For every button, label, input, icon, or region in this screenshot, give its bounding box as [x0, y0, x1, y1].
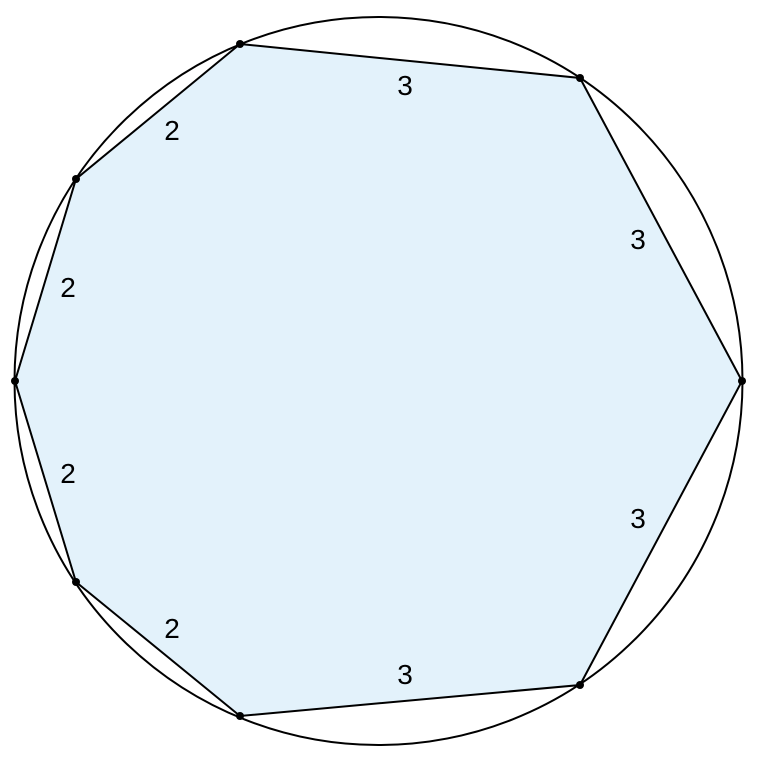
edge-label-upper-left-side: 2 [60, 272, 76, 303]
vertex-8 [72, 175, 80, 183]
edge-label-lower-left-side: 2 [60, 458, 76, 489]
edge-label-top: 3 [397, 70, 413, 101]
edge-label-lower-left-bottom: 2 [164, 613, 180, 644]
vertex-6 [72, 578, 80, 586]
edge-label-upper-right: 3 [630, 224, 646, 255]
edge-label-bottom: 3 [397, 659, 413, 690]
vertex-1 [236, 40, 244, 48]
vertex-7 [11, 377, 19, 385]
edge-label-upper-left-top: 2 [164, 115, 180, 146]
octagon-shape [13, 42, 744, 718]
vertex-4 [576, 681, 584, 689]
vertex-2 [576, 74, 584, 82]
vertex-3 [738, 377, 746, 385]
vertex-5 [236, 712, 244, 720]
vertices [11, 40, 746, 720]
edge-label-lower-right: 3 [630, 503, 646, 534]
